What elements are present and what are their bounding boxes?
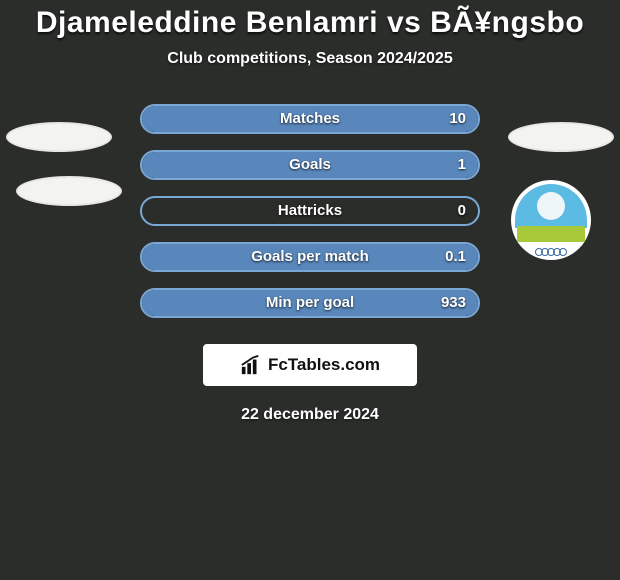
stat-value-right: 0 [458,196,466,226]
bar-outline [140,150,480,180]
bar-fill-right [142,106,478,132]
logo-box: FcTables.com [203,344,417,386]
stat-bar: Min per goal933 [140,288,480,318]
page-subtitle: Club competitions, Season 2024/2025 [0,50,620,68]
bar-fill-right [142,290,478,316]
date-line: 22 december 2024 [0,406,620,424]
bar-outline [140,288,480,318]
bar-outline [140,242,480,272]
stat-bar: Goals per match0.1 [140,242,480,272]
bar-outline [140,196,480,226]
stat-row: Goals per match0.1 [0,234,620,280]
stat-row: Hattricks0 [0,188,620,234]
stat-row: Min per goal933 [0,280,620,326]
stat-bar: Goals1 [140,150,480,180]
page-title: Djameleddine Benlamri vs BÃ¥ngsbo [0,6,620,40]
stat-bar: Hattricks0 [140,196,480,226]
logo-text: FcTables.com [268,355,380,375]
stats-rows: Matches10 Goals1 Hattricks0 Goals per match… [0,96,620,326]
stat-row: Goals1 [0,142,620,188]
stat-value-right: 10 [449,104,466,134]
stat-value-right: 933 [441,288,466,318]
bar-outline [140,104,480,134]
bar-fill-right [142,244,478,270]
stat-value-right: 1 [458,150,466,180]
bar-chart-icon [240,354,262,376]
stat-bar: Matches10 [140,104,480,134]
stat-row: Matches10 [0,96,620,142]
bar-fill-right [142,152,478,178]
stat-value-right: 0.1 [445,242,466,272]
